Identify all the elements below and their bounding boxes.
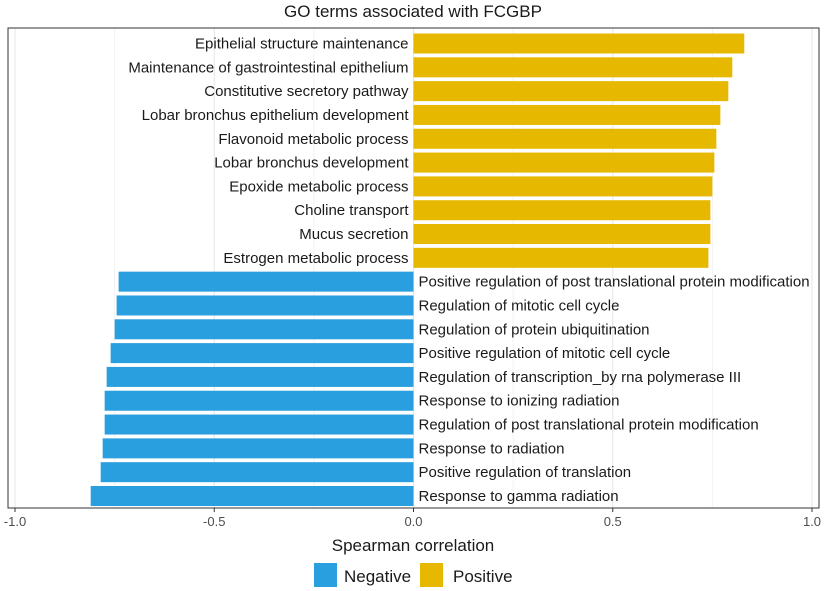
bar-positive <box>413 104 721 125</box>
category-label: Regulation of mitotic cell cycle <box>419 297 620 314</box>
category-label: Mucus secretion <box>299 226 408 243</box>
legend-key-positive <box>420 563 443 587</box>
x-tick-label: 0.5 <box>604 514 622 529</box>
x-axis: -1.0 -0.5 0.0 0.5 1.0 <box>4 508 821 529</box>
legend-label: Positive <box>453 567 513 586</box>
bar-positive <box>413 33 745 54</box>
bar-positive <box>413 224 711 245</box>
bar-negative <box>110 343 414 364</box>
x-tick-label: -0.5 <box>203 514 225 529</box>
chart-title: GO terms associated with FCGBP <box>284 2 542 21</box>
bar-negative <box>102 438 414 459</box>
bar-negative <box>114 319 414 340</box>
category-label: Epithelial structure maintenance <box>195 36 408 53</box>
bar-negative <box>118 271 414 292</box>
category-label: Estrogen metabolic process <box>223 250 408 267</box>
category-label: Positive regulation of mitotic cell cycl… <box>419 345 671 362</box>
category-label: Lobar bronchus development <box>214 155 409 172</box>
category-label: Constitutive secretory pathway <box>204 83 409 100</box>
bar-negative <box>104 390 414 411</box>
bar-positive <box>413 128 717 149</box>
x-tick-label: 0.0 <box>404 514 422 529</box>
category-label: Regulation of protein ubiquitination <box>419 321 650 338</box>
category-label: Flavonoid metabolic process <box>218 131 408 148</box>
bar-negative <box>100 462 414 483</box>
category-labels: Epithelial structure maintenance Maintena… <box>128 36 809 506</box>
bar-positive <box>413 57 733 78</box>
bar-negative <box>104 414 414 435</box>
category-label: Response to radiation <box>419 440 565 457</box>
category-label: Response to ionizing radiation <box>419 393 620 410</box>
bar-positive <box>413 81 729 102</box>
category-label: Epoxide metabolic process <box>229 178 408 195</box>
category-label: Regulation of transcription_by rna polym… <box>419 369 742 386</box>
category-label: Positive regulation of translation <box>419 464 632 481</box>
category-label: Choline transport <box>294 202 409 219</box>
legend: Negative Positive <box>314 563 513 587</box>
bar-positive <box>413 200 711 221</box>
bar-positive <box>413 247 709 268</box>
category-label: Response to gamma radiation <box>419 488 619 505</box>
category-label: Lobar bronchus epithelium development <box>142 107 410 124</box>
category-label: Regulation of post translational protein… <box>419 417 759 434</box>
x-tick-label: -1.0 <box>4 514 26 529</box>
bar-positive <box>413 176 713 197</box>
legend-key-negative <box>314 563 337 587</box>
bar-positive <box>413 152 715 173</box>
category-label: Maintenance of gastrointestinal epitheli… <box>128 59 408 76</box>
category-label: Positive regulation of post translationa… <box>419 274 810 291</box>
x-axis-title: Spearman correlation <box>332 536 495 555</box>
bar-negative <box>116 295 414 316</box>
bar-negative <box>106 366 414 387</box>
x-tick-label: 1.0 <box>803 514 821 529</box>
legend-label: Negative <box>344 567 411 586</box>
bar-negative <box>90 486 414 506</box>
bars <box>90 33 745 506</box>
